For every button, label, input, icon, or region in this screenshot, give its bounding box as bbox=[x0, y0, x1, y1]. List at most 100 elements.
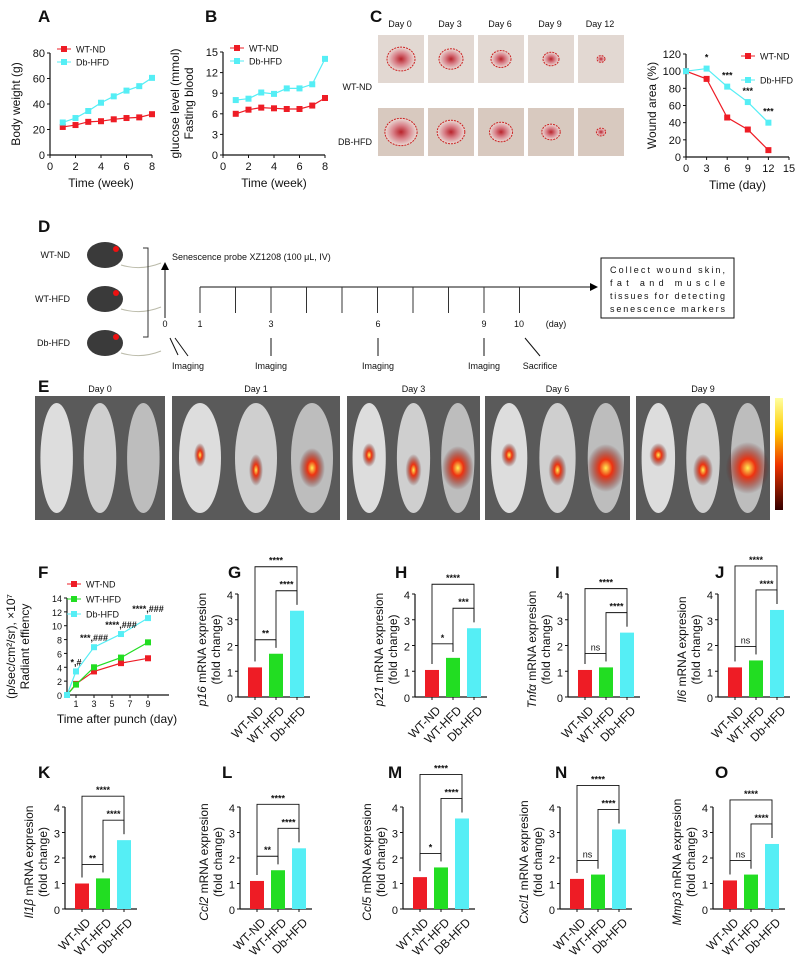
significance-label: **** bbox=[744, 789, 759, 799]
day-unit-label: (day) bbox=[546, 319, 567, 329]
data-point-WT-ND bbox=[72, 122, 79, 129]
wound bbox=[596, 55, 606, 63]
y-axis-label-text: mRNA expresion bbox=[372, 593, 386, 686]
y-tick-label: 4 bbox=[392, 803, 398, 815]
y-tick-label: 0 bbox=[212, 150, 218, 162]
x-tick-label: 6 bbox=[296, 161, 302, 173]
significance-bracket bbox=[81, 795, 125, 878]
significance-label: **** bbox=[754, 813, 769, 823]
y-tick-label: 3 bbox=[557, 616, 563, 628]
panel-letter-F: F bbox=[38, 563, 48, 582]
gene-name: Cxcl1 bbox=[517, 894, 531, 924]
x-axis-label: Time (week) bbox=[241, 176, 307, 190]
y-axis-label-2: (fold change) bbox=[386, 614, 400, 684]
group-label: Db-HFD bbox=[37, 338, 70, 348]
legend-marker bbox=[234, 58, 240, 64]
y-axis-label-text: mRNA expresion bbox=[675, 596, 689, 689]
signal-hotspot bbox=[441, 446, 474, 490]
y-tick-label: 1 bbox=[702, 880, 708, 892]
significance-bracket bbox=[254, 566, 298, 662]
y-tick-label: 4 bbox=[702, 803, 708, 815]
day-label: 10 bbox=[514, 319, 524, 329]
x-tick-label: 15 bbox=[783, 163, 795, 175]
data-point-WT-ND bbox=[309, 102, 316, 109]
data-point-Db-HFD bbox=[683, 68, 689, 75]
y-tick-label: 3 bbox=[702, 829, 708, 841]
group-label: WT-HFD bbox=[35, 294, 70, 304]
photo-day-label: Day 3 bbox=[438, 19, 462, 29]
y-axis-label-text: mRNA expresion bbox=[197, 803, 211, 896]
bar-WT-ND bbox=[723, 880, 737, 909]
data-point-Db-HFD bbox=[703, 65, 710, 72]
photo-day-label: Day 6 bbox=[488, 19, 512, 29]
significance-bracket bbox=[452, 607, 475, 652]
y-tick-label: 80 bbox=[669, 83, 681, 95]
x-tick-label: 3 bbox=[704, 163, 710, 175]
imaging-day-label: Day 0 bbox=[88, 384, 112, 394]
y-axis-label: p16 mRNA expresion bbox=[195, 593, 209, 707]
mouse-icon bbox=[87, 330, 123, 356]
imaging-day-label: Day 1 bbox=[244, 384, 268, 394]
signal-hotspot bbox=[501, 443, 518, 467]
panel-letter-D: D bbox=[38, 217, 50, 236]
imaging-day-label: Day 9 bbox=[691, 384, 715, 394]
significance-bracket bbox=[605, 612, 628, 662]
legend-label: Db-HFD bbox=[86, 610, 119, 620]
significance-label: ns bbox=[583, 850, 593, 860]
data-point-WT-ND bbox=[59, 123, 66, 130]
data-point-Db-HFD bbox=[72, 115, 79, 122]
significance-label: **** bbox=[444, 787, 459, 797]
bar-WT-ND bbox=[248, 667, 262, 697]
signal-hotspot bbox=[249, 454, 263, 486]
series-line-WT-HFD bbox=[66, 641, 149, 696]
y-tick-label: 4 bbox=[404, 590, 410, 602]
event-arrow bbox=[174, 337, 189, 357]
y-tick-label: 4 bbox=[707, 590, 713, 602]
imaging-day-label: Day 6 bbox=[546, 384, 570, 394]
x-tick-label: 2 bbox=[245, 161, 251, 173]
mouse-image bbox=[40, 403, 73, 513]
gene-name: Tnfα bbox=[525, 683, 539, 708]
x-tick-label: 0 bbox=[220, 161, 226, 173]
photo-day-label: Day 9 bbox=[538, 19, 562, 29]
bar-WT-ND bbox=[250, 880, 264, 909]
event-label: Imaging bbox=[172, 361, 204, 371]
signal-hotspot bbox=[362, 443, 377, 467]
mouse-image bbox=[127, 403, 160, 513]
significance-label: **** bbox=[609, 602, 624, 612]
data-point-WT-HFD bbox=[118, 654, 124, 661]
y-tick-label: 4 bbox=[229, 803, 235, 815]
y-tick-label: 6 bbox=[212, 109, 218, 121]
x-tick-label: 9 bbox=[145, 699, 150, 709]
data-point-Db-HFD bbox=[283, 85, 290, 92]
y-axis-label: Il1β mRNA expresion bbox=[22, 806, 36, 919]
photo-day-label: Day 12 bbox=[586, 19, 615, 29]
y-tick-label: 1 bbox=[557, 667, 563, 679]
y-tick-label: 2 bbox=[392, 854, 398, 866]
x-tick-label: 9 bbox=[745, 163, 751, 175]
data-point-WT-ND bbox=[85, 118, 92, 125]
x-tick-label: 1 bbox=[73, 699, 78, 709]
y-tick-label: 4 bbox=[549, 803, 555, 815]
outcome-box-text: fat and muscle bbox=[610, 278, 725, 288]
x-tick-label: 2 bbox=[72, 161, 78, 173]
mouse-mark bbox=[113, 334, 119, 340]
x-tick-label: 6 bbox=[123, 161, 129, 173]
y-axis-label: Mmp3 mRNA expresion bbox=[670, 799, 684, 926]
significance-bracket bbox=[729, 860, 752, 875]
mouse-icon bbox=[87, 286, 123, 312]
panel-letter-M: M bbox=[388, 763, 402, 782]
significance-label: ** bbox=[262, 629, 270, 639]
y-tick-label: 3 bbox=[229, 829, 235, 841]
data-point-WT-HFD bbox=[145, 639, 151, 646]
data-point-Db-HFD bbox=[744, 99, 751, 106]
x-tick-label: 3 bbox=[91, 699, 96, 709]
significance-bracket bbox=[275, 590, 298, 648]
event-arrow bbox=[524, 337, 541, 357]
y-axis-label-text: mRNA expresion bbox=[360, 803, 374, 896]
y-axis-label-2: (fold change) bbox=[684, 827, 698, 897]
y-tick-label: 1 bbox=[707, 667, 713, 679]
panel-letter-C: C bbox=[370, 7, 382, 26]
gene-name: p21 bbox=[372, 686, 386, 707]
event-label: Imaging bbox=[468, 361, 500, 371]
